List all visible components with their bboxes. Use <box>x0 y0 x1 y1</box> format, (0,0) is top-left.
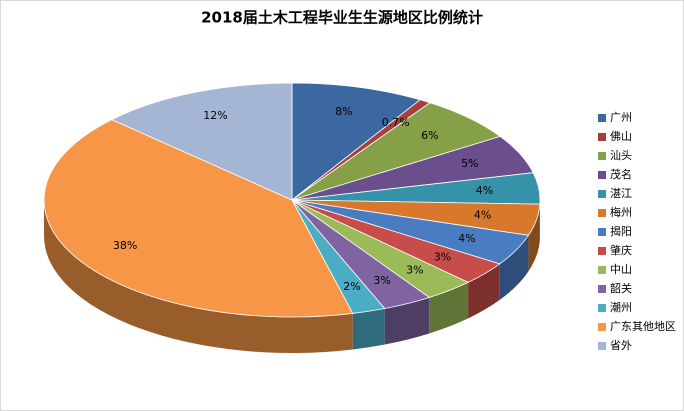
value-label: 5% <box>461 157 478 170</box>
slice <box>291 82 421 201</box>
legend-label: 湛江 <box>610 187 632 200</box>
legend-marker <box>598 133 606 141</box>
legend-marker <box>598 171 606 179</box>
legend-marker <box>598 323 606 331</box>
chart-title: 2018届土木工程毕业生生源地区比例统计 <box>201 9 483 27</box>
slice <box>110 82 293 201</box>
legend-label: 梅州 <box>610 205 632 219</box>
legend-label: 茂名 <box>610 167 632 181</box>
value-label: 3% <box>406 264 423 277</box>
slice-side <box>384 297 430 345</box>
legend-marker <box>598 114 606 122</box>
legend-label: 佛山 <box>610 130 632 143</box>
legend-marker <box>598 266 606 274</box>
legend-label: 广州 <box>610 111 632 124</box>
legend-label: 汕头 <box>610 149 632 162</box>
legend-label: 揭阳 <box>610 224 632 238</box>
slice <box>43 119 354 318</box>
value-label: 38% <box>113 239 137 252</box>
legend-marker <box>598 342 606 350</box>
legend-label: 韶关 <box>610 281 632 295</box>
slice-side <box>352 308 385 350</box>
legend-label: 潮州 <box>610 300 632 314</box>
slice-side <box>44 200 353 353</box>
legend-label: 肇庆 <box>610 243 632 257</box>
legend-marker <box>598 190 606 198</box>
value-label: 2% <box>343 280 360 293</box>
slice-side <box>429 282 469 334</box>
value-label: 4% <box>458 232 475 245</box>
legend-marker <box>598 209 606 217</box>
value-label: 12% <box>203 109 227 122</box>
legend-marker <box>598 304 606 312</box>
value-label: 3% <box>373 274 390 287</box>
value-label: 4% <box>474 209 491 222</box>
legend-marker <box>598 228 606 236</box>
legend-label: 广东其他地区 <box>610 320 676 333</box>
legend-marker <box>598 247 606 255</box>
legend-label: 省外 <box>610 339 632 352</box>
slice-side <box>528 204 540 272</box>
legend-label: 中山 <box>610 263 632 276</box>
slice-side <box>499 235 529 300</box>
value-label: 4% <box>476 184 493 197</box>
slice-side <box>468 263 500 319</box>
value-label: 0.7% <box>382 116 410 129</box>
legend-marker <box>598 152 606 160</box>
legend-marker <box>598 285 606 293</box>
value-label: 6% <box>421 129 438 142</box>
value-label: 8% <box>335 105 352 118</box>
value-label: 3% <box>434 250 451 263</box>
